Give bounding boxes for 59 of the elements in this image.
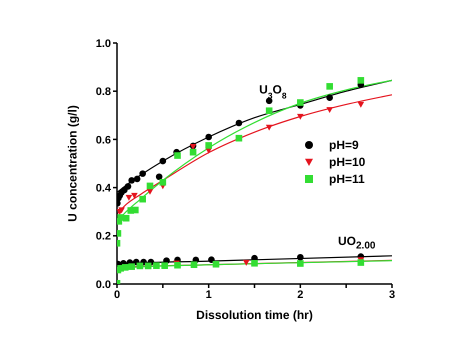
y-tick-label: 0.8 (96, 86, 111, 98)
point (326, 94, 333, 102)
point (174, 152, 181, 159)
point (205, 134, 212, 140)
point (132, 206, 139, 214)
point (126, 194, 132, 201)
y-tick-label: 1.0 (96, 38, 111, 50)
point (326, 107, 333, 114)
point (160, 158, 166, 164)
point (131, 192, 138, 199)
point (251, 260, 258, 267)
point (326, 83, 333, 90)
y-tick-label: 0.6 (96, 134, 111, 146)
point (297, 99, 304, 106)
point (146, 188, 154, 195)
point (161, 262, 168, 269)
legend-label: pH=9 (329, 138, 359, 152)
x-tick-label: 1 (206, 288, 212, 301)
point (190, 261, 198, 268)
point (122, 214, 130, 222)
point (124, 183, 132, 190)
point (212, 260, 220, 268)
x-tick-label: 3 (388, 288, 396, 301)
point (266, 98, 272, 104)
point (297, 254, 304, 261)
y-tick-label: 0.2 (96, 230, 111, 243)
annotation: UO$_{2.00}$ (338, 234, 376, 252)
point (139, 196, 146, 202)
point (128, 177, 135, 184)
point (236, 120, 242, 126)
point (358, 77, 364, 84)
point (236, 134, 242, 142)
y-tick-label: 0.4 (96, 182, 112, 195)
point (266, 107, 272, 114)
point (153, 262, 160, 269)
x-axis-title: Dissolution time (hr) (196, 308, 313, 322)
point (134, 176, 140, 182)
legend-label: pH=11 (329, 172, 365, 186)
point (358, 259, 364, 266)
point (358, 102, 364, 108)
point (146, 182, 154, 190)
point (297, 260, 304, 267)
point (128, 263, 135, 270)
point (136, 262, 144, 270)
point (205, 142, 212, 149)
point (144, 262, 152, 270)
legend-label: pH=10 (329, 154, 366, 168)
x-tick-label: 2 (297, 288, 304, 301)
point (160, 179, 166, 186)
x-tick-label: 0 (114, 288, 120, 301)
y-tick-label: 0.0 (96, 278, 111, 291)
point (156, 173, 162, 180)
point (242, 260, 250, 266)
point (190, 148, 196, 156)
point (266, 124, 272, 131)
point (208, 256, 215, 263)
point (139, 170, 146, 177)
point (297, 114, 304, 120)
y-axis-title: U concentration (g/l) (65, 105, 80, 222)
